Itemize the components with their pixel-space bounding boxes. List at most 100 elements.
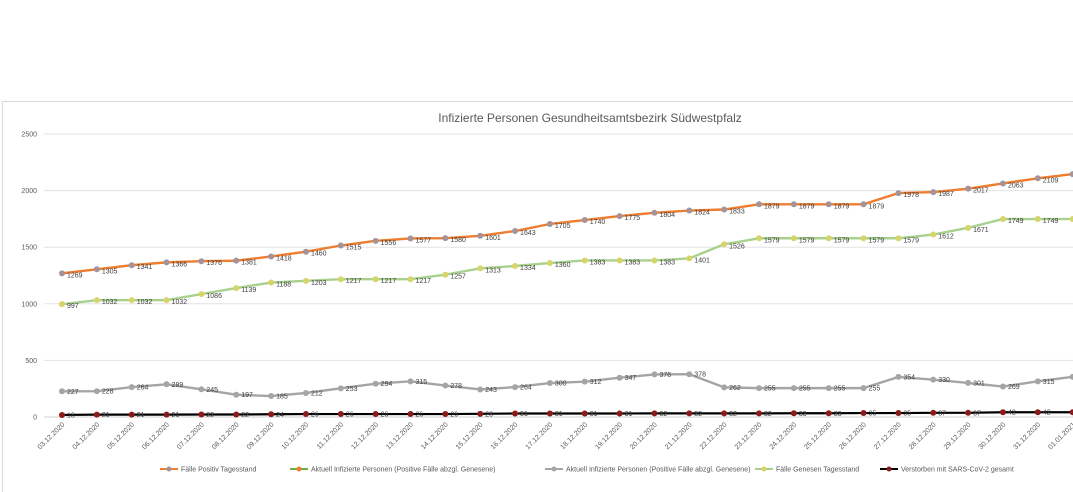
data-label: 26 xyxy=(311,412,319,419)
data-label: 1643 xyxy=(520,230,536,237)
data-label: 26 xyxy=(416,412,424,419)
data-label: 1579 xyxy=(799,237,815,244)
data-label: 1032 xyxy=(102,299,118,306)
data-label: 1601 xyxy=(485,235,501,242)
x-tick-label: 20.12.2020 xyxy=(629,421,659,451)
data-label: 32 xyxy=(729,411,737,418)
x-tick-label: 04.12.2020 xyxy=(72,421,102,451)
data-point xyxy=(999,409,1006,416)
data-label: 1341 xyxy=(137,264,153,271)
data-label: 1978 xyxy=(903,192,919,199)
data-label: 1334 xyxy=(520,265,536,272)
y-tick-label: 2000 xyxy=(21,188,37,195)
data-label: 24 xyxy=(276,412,284,419)
data-label: 1740 xyxy=(590,219,606,226)
x-tick-label: 16.12.2020 xyxy=(490,421,520,451)
data-label: 1401 xyxy=(694,257,710,264)
data-label: 37 xyxy=(973,410,981,417)
data-label: 31 xyxy=(555,411,563,418)
data-label: 42 xyxy=(1008,410,1016,417)
data-point xyxy=(442,271,449,278)
data-point xyxy=(651,257,658,264)
data-label: 1383 xyxy=(590,259,606,266)
data-label: 278 xyxy=(450,383,462,390)
x-tick-label: 08.12.2020 xyxy=(211,421,241,451)
x-tick-label: 05.12.2020 xyxy=(106,421,136,451)
data-point xyxy=(825,201,832,208)
data-point xyxy=(686,255,693,262)
x-tick-label: 10.12.2020 xyxy=(281,421,311,451)
x-tick-label: 01.01.2021 xyxy=(1047,421,1073,451)
data-point xyxy=(860,410,867,417)
data-label: 376 xyxy=(659,372,671,379)
series-line xyxy=(61,217,1073,306)
data-point xyxy=(1069,216,1073,223)
data-label: 1383 xyxy=(625,259,641,266)
data-label: 1879 xyxy=(834,203,850,210)
data-label: 1360 xyxy=(555,262,571,269)
data-point xyxy=(233,391,240,398)
data-label: 1579 xyxy=(834,237,850,244)
data-label: 1879 xyxy=(869,203,885,210)
data-label: 1376 xyxy=(206,260,222,267)
data-point xyxy=(477,265,484,272)
legend-label: Fälle Genesen Tagesstand xyxy=(776,467,859,474)
data-point xyxy=(93,411,100,418)
data-point xyxy=(407,378,414,385)
data-point xyxy=(895,410,902,417)
data-point xyxy=(581,257,588,264)
data-label: 1824 xyxy=(694,210,710,217)
x-tick-label: 12.12.2020 xyxy=(350,421,380,451)
data-label: 300 xyxy=(555,381,567,388)
x-tick-label: 28.12.2020 xyxy=(908,421,938,451)
data-point xyxy=(198,258,205,265)
data-point xyxy=(1034,216,1041,223)
data-point xyxy=(59,388,65,395)
data-point xyxy=(337,242,344,249)
data-point xyxy=(965,224,972,231)
data-point xyxy=(616,257,623,264)
data-label: 315 xyxy=(1043,379,1055,386)
data-point xyxy=(546,410,553,417)
data-point xyxy=(407,411,414,418)
data-point xyxy=(233,285,240,292)
data-label: 31 xyxy=(520,411,528,418)
data-point xyxy=(825,235,832,242)
data-point xyxy=(337,276,344,283)
data-point xyxy=(128,262,135,269)
data-point xyxy=(756,410,762,417)
data-label: 35 xyxy=(903,411,911,418)
chart-title: Infizierte Personen Gesundheitsamtsbezir… xyxy=(438,111,742,125)
data-point xyxy=(268,393,275,400)
legend-marker xyxy=(551,466,557,472)
data-point xyxy=(999,216,1006,223)
data-point xyxy=(616,374,623,381)
data-label: 1879 xyxy=(764,203,780,210)
legend-marker xyxy=(166,466,172,472)
data-point xyxy=(756,201,762,208)
data-label: 32 xyxy=(659,411,667,418)
x-tick-label: 03.12.2020 xyxy=(37,421,67,451)
data-label: 1313 xyxy=(485,267,501,274)
data-point xyxy=(268,253,275,260)
data-label: 1775 xyxy=(625,215,641,222)
data-point xyxy=(477,386,484,393)
data-point xyxy=(1069,373,1073,380)
data-label: 227 xyxy=(67,389,79,396)
data-point xyxy=(860,385,867,392)
data-label: 42 xyxy=(1043,410,1051,417)
data-point xyxy=(268,411,275,418)
data-point xyxy=(268,279,275,286)
data-label: 1556 xyxy=(381,240,397,247)
x-tick-label: 27.12.2020 xyxy=(873,421,903,451)
data-label: 1460 xyxy=(311,251,327,258)
data-point xyxy=(302,390,309,397)
data-point xyxy=(128,297,135,304)
data-point xyxy=(512,384,519,391)
data-point xyxy=(372,380,379,387)
data-point xyxy=(790,235,797,242)
data-label: 21 xyxy=(102,412,110,419)
data-point xyxy=(721,241,728,248)
data-point xyxy=(163,381,170,388)
